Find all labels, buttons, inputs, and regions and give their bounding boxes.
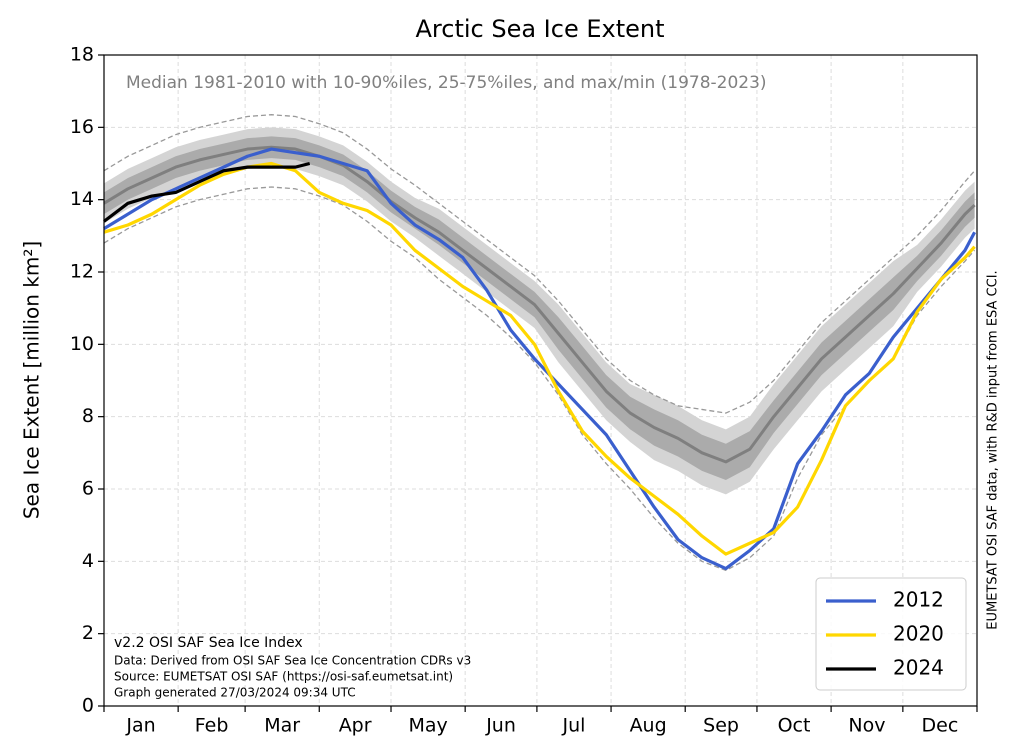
minmax-line bbox=[103, 186, 976, 572]
y-tick-label: 2 bbox=[82, 622, 94, 644]
y-tick-label: 18 bbox=[70, 44, 94, 66]
y-tick-label: 4 bbox=[82, 550, 94, 572]
x-tick-label: Sep bbox=[703, 715, 739, 737]
y-tick-label: 6 bbox=[82, 478, 94, 500]
x-tick-label: Mar bbox=[264, 715, 300, 737]
chart-title: Arctic Sea Ice Extent bbox=[415, 15, 664, 43]
minmax-line bbox=[103, 114, 976, 414]
plot-frame bbox=[103, 54, 978, 707]
side-note: EUMETSAT OSI SAF data, with R&D input fr… bbox=[986, 270, 1001, 629]
x-tick-label: Jun bbox=[485, 715, 516, 737]
x-tick-label: Oct bbox=[778, 715, 811, 737]
x-tick-label: Jan bbox=[125, 715, 155, 737]
x-tick-label: May bbox=[408, 715, 447, 737]
x-tick-label: Feb bbox=[195, 715, 229, 737]
legend-box bbox=[815, 577, 967, 691]
median-line bbox=[103, 145, 976, 464]
x-tick-label: Nov bbox=[848, 715, 885, 737]
y-axis-label: Sea Ice Extent [million km²] bbox=[20, 241, 44, 519]
y-tick-label: 8 bbox=[82, 405, 94, 427]
series-line bbox=[103, 147, 977, 571]
legend-label: 2012 bbox=[893, 588, 944, 612]
footnote: Data: Derived from OSI SAF Sea Ice Conce… bbox=[114, 654, 471, 668]
footnote: Graph generated 27/03/2024 09:34 UTC bbox=[114, 686, 356, 700]
legend-label: 2020 bbox=[893, 622, 944, 646]
subtitle: Median 1981-2010 with 10-90%iles, 25-75%… bbox=[126, 73, 767, 93]
x-tick-label: Jul bbox=[562, 715, 586, 737]
y-tick-label: 10 bbox=[70, 333, 94, 355]
x-tick-label: Aug bbox=[630, 715, 667, 737]
y-tick-label: 14 bbox=[70, 188, 94, 210]
x-tick-label: Apr bbox=[339, 715, 372, 737]
series-line bbox=[103, 161, 311, 223]
y-tick-label: 0 bbox=[82, 695, 94, 717]
y-tick-label: 16 bbox=[70, 116, 94, 138]
x-tick-label: Dec bbox=[922, 715, 959, 737]
footnote: Source: EUMETSAT OSI SAF (https://osi-sa… bbox=[114, 670, 453, 684]
footnote: v2.2 OSI SAF Sea Ice Index bbox=[114, 635, 303, 651]
y-tick-label: 12 bbox=[70, 261, 94, 283]
legend-label: 2024 bbox=[893, 656, 944, 680]
